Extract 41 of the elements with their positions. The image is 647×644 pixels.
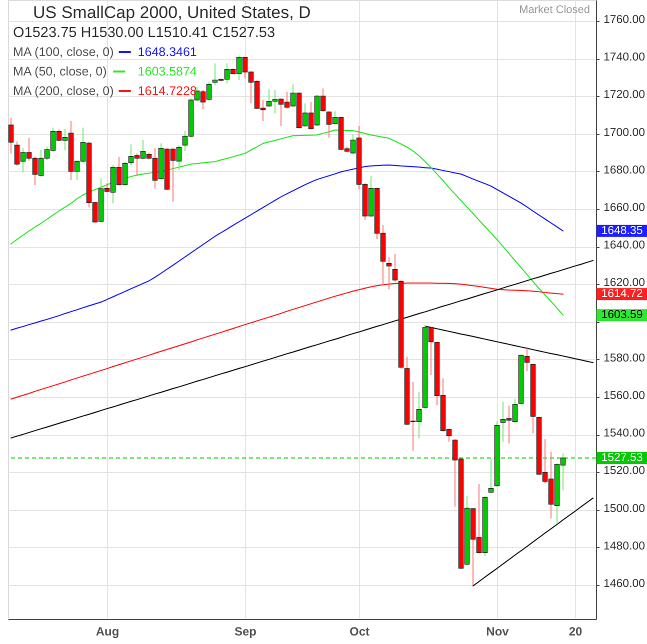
line-series [10,282,564,400]
line-series [472,498,594,586]
candlestick [386,256,392,290]
x-tick-label: Sep [234,624,257,638]
annotation: 1603.5874 [138,64,197,78]
y-tick-label: 1700.00 [604,126,646,139]
legend-label: MA (50, close, 0) [13,64,107,78]
legend-label: MA (100, close, 0) [13,45,114,59]
y-tick-label: 1560.00 [604,390,646,402]
line-series [10,164,564,331]
text: 1603.59 [601,309,643,322]
text: 1614.72 [601,288,643,300]
candlestick [392,253,398,282]
y-tick-label: 1760.00 [604,14,646,26]
annotation: 1648.3461 [138,45,197,59]
x-tick-label: Nov [486,624,510,638]
y-tick-label: 1620.00 [604,277,646,290]
y-tick-label: 1640.00 [604,240,646,252]
x-tick-label: Oct [349,624,370,638]
x-tick-label: Aug [96,624,120,638]
annotation: Market Closed [519,4,590,16]
line-series [424,326,594,364]
y-tick-label: 1580.00 [604,352,646,364]
x-tick-label: 20 [568,624,582,638]
y-tick-label: 1500.00 [604,502,646,515]
text: O1523.75 H1530.00 L1510.41 C1527.53 [13,25,276,41]
ref-line-label: 1527.53 [601,452,643,464]
y-tick-label: 1740.00 [604,52,646,64]
y-tick-label: 1460.00 [604,578,646,590]
chart-title: US SmallCap 2000, United States, D [33,3,311,22]
legend-label: MA (200, close, 0) [13,84,114,98]
annotation: 1614.7228 [138,84,197,98]
y-tick-label: 1660.00 [604,202,646,214]
candlestick [8,117,14,154]
text: 1648.35 [601,224,643,237]
y-tick-label: 1680.00 [604,164,646,176]
y-tick-label: 1720.00 [604,89,646,102]
y-tick-label: 1480.00 [604,540,646,552]
line-series [10,260,594,439]
y-tick-label: 1520.00 [604,465,646,478]
y-tick-label: 1540.00 [604,428,646,440]
